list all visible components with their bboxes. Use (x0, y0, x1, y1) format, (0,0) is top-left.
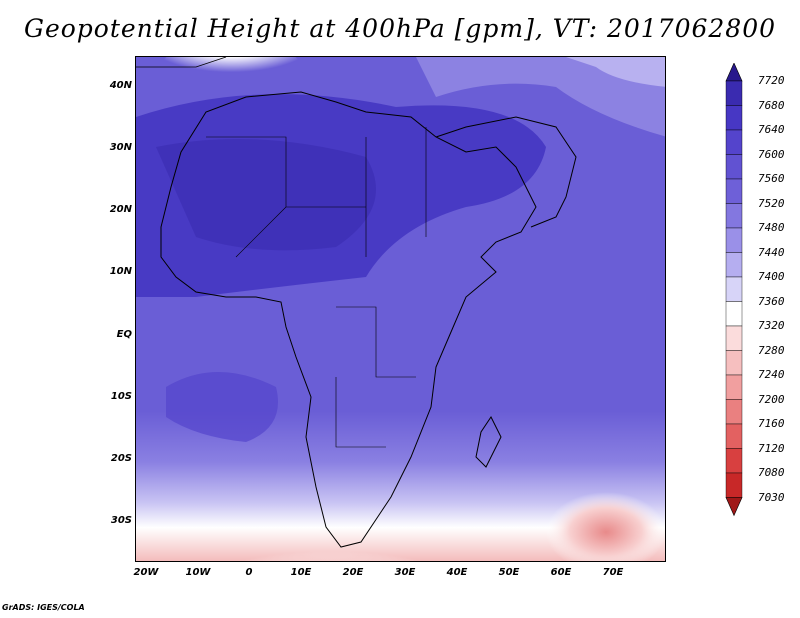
colorbar-level-label: 7030 (758, 490, 785, 504)
map-plot-area (135, 56, 666, 562)
colorbar-level-label: 7560 (758, 172, 785, 185)
lon-label-10e: 10E (290, 567, 312, 578)
lat-label-30s: 30S (110, 515, 132, 526)
colorbar (724, 62, 744, 561)
colorbar-swatch (725, 154, 743, 180)
lat-label-20n: 20N (109, 204, 132, 215)
colorbar-level-label: 7600 (758, 147, 785, 161)
colorbar-level-label: 7280 (758, 343, 785, 357)
colorbar-swatch (725, 203, 743, 229)
colorbar-swatches (725, 62, 743, 517)
lon-label-40e: 40E (446, 567, 468, 578)
colorbar-swatch (725, 325, 743, 351)
colorbar-top-arrow (725, 62, 743, 82)
colorbar-swatch (725, 448, 743, 474)
lat-label-30n: 30N (109, 142, 132, 153)
colorbar-level-label: 7680 (758, 98, 785, 112)
lon-label-0: 0 (245, 567, 253, 578)
colorbar-level-label: 7640 (758, 123, 785, 136)
colorbar-swatch (725, 423, 743, 449)
colorbar-swatch (725, 276, 743, 302)
colorbar-level-label: 7400 (758, 270, 785, 283)
colorbar-level-label: 7440 (758, 245, 785, 259)
colorbar-swatch (725, 472, 743, 498)
lon-label-50e: 50E (498, 567, 520, 578)
colorbar-swatch (725, 105, 743, 131)
colorbar-swatch (725, 301, 743, 327)
colorbar-swatch (725, 374, 743, 400)
colorbar-level-label: 7160 (758, 417, 785, 430)
colorbar-swatch (725, 252, 743, 278)
lon-label-10w: 10W (185, 567, 211, 578)
lon-label-20e: 20E (342, 567, 364, 578)
lon-label-30e: 30E (394, 567, 416, 578)
lat-label-10s: 10S (110, 391, 132, 402)
colorbar-level-label: 7520 (758, 196, 785, 210)
map-field (136, 57, 665, 561)
colorbar-level-label: 7240 (758, 368, 785, 381)
colorbar-level-label: 7200 (758, 392, 785, 406)
lat-label-40n: 40N (109, 80, 132, 91)
colorbar-swatch (725, 80, 743, 106)
colorbar-level-label: 7360 (758, 294, 785, 308)
lon-label-20w: 20W (133, 567, 159, 578)
lat-label-eq: EQ (116, 329, 132, 340)
colorbar-level-label: 7080 (758, 466, 785, 479)
colorbar-bottom-arrow (725, 497, 743, 517)
colorbar-swatch (725, 227, 743, 253)
lat-label-10n: 10N (109, 266, 132, 277)
lon-label-70e: 70E (602, 567, 624, 578)
lat-label-20s: 20S (110, 453, 132, 464)
lon-label-60e: 60E (550, 567, 572, 578)
colorbar-level-label: 7480 (758, 221, 785, 234)
colorbar-swatch (725, 129, 743, 155)
colorbar-level-label: 7720 (758, 74, 785, 87)
colorbar-swatch (725, 399, 743, 425)
map-title: Geopotential Height at 400hPa [gpm], VT:… (23, 14, 777, 43)
credit-text: GrADS: IGES/COLA (2, 603, 85, 612)
colorbar-swatch (725, 350, 743, 376)
colorbar-level-label: 7320 (758, 319, 785, 332)
colorbar-level-label: 7120 (758, 441, 785, 455)
colorbar-swatch (725, 178, 743, 204)
